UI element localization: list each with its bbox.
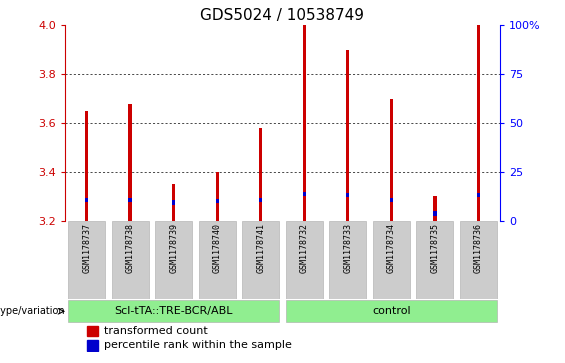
FancyBboxPatch shape [112, 221, 149, 299]
Text: GSM1178736: GSM1178736 [474, 223, 483, 273]
Bar [476, 193, 480, 197]
Text: percentile rank within the sample: percentile rank within the sample [104, 340, 292, 350]
Text: GSM1178733: GSM1178733 [344, 223, 352, 273]
Title: GDS5024 / 10538749: GDS5024 / 10538749 [201, 8, 364, 23]
Bar [87, 340, 98, 351]
Bar [433, 196, 437, 221]
Bar [433, 211, 437, 216]
FancyBboxPatch shape [460, 221, 497, 299]
FancyBboxPatch shape [155, 221, 192, 299]
Text: GSM1178735: GSM1178735 [431, 223, 439, 273]
Bar [476, 25, 480, 221]
Bar [85, 111, 89, 221]
Bar [302, 192, 306, 196]
Bar [85, 198, 89, 202]
Text: Scl-tTA::TRE-BCR/ABL: Scl-tTA::TRE-BCR/ABL [115, 306, 233, 316]
Bar [215, 172, 219, 221]
FancyBboxPatch shape [373, 221, 410, 299]
Bar [346, 50, 350, 221]
Text: genotype/variation: genotype/variation [0, 306, 65, 316]
Text: GSM1178732: GSM1178732 [300, 223, 308, 273]
FancyBboxPatch shape [329, 221, 366, 299]
Bar [259, 128, 263, 221]
Bar [215, 199, 219, 203]
Text: GSM1178739: GSM1178739 [170, 223, 178, 273]
FancyBboxPatch shape [68, 300, 279, 322]
Bar [346, 193, 350, 197]
FancyBboxPatch shape [286, 221, 323, 299]
Bar [128, 103, 132, 221]
FancyBboxPatch shape [199, 221, 236, 299]
Bar [389, 198, 393, 202]
FancyBboxPatch shape [286, 300, 497, 322]
Bar [259, 198, 263, 202]
Text: GSM1178737: GSM1178737 [82, 223, 91, 273]
Text: GSM1178740: GSM1178740 [213, 223, 221, 273]
FancyBboxPatch shape [68, 221, 105, 299]
Bar [172, 184, 176, 221]
Bar [389, 99, 393, 221]
Bar [172, 200, 176, 205]
Text: GSM1178741: GSM1178741 [257, 223, 265, 273]
FancyBboxPatch shape [416, 221, 453, 299]
Text: control: control [372, 306, 411, 316]
FancyBboxPatch shape [242, 221, 279, 299]
Bar [87, 326, 98, 337]
Text: transformed count: transformed count [104, 326, 208, 336]
Bar [128, 198, 132, 202]
Text: GSM1178734: GSM1178734 [387, 223, 396, 273]
Text: GSM1178738: GSM1178738 [126, 223, 134, 273]
Bar [302, 25, 306, 221]
